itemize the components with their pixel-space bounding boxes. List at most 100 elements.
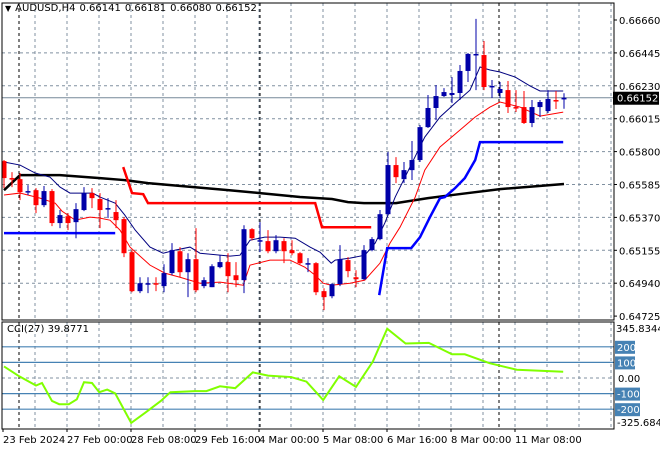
candle-bearish: [321, 291, 327, 298]
candle-bullish: [369, 239, 375, 251]
time-axis-label: 23 Feb 2024: [3, 435, 65, 446]
cci-pane-frame: [1, 321, 615, 430]
cci-level-box: [615, 403, 640, 417]
candle-bearish: [553, 100, 559, 102]
price-axis-label: 0.64940: [619, 279, 660, 290]
candle-bearish: [65, 216, 71, 224]
symbol-label: AUDUSD,H4: [15, 3, 76, 14]
candle-bearish: [521, 107, 527, 123]
candle-bullish: [361, 250, 367, 280]
candle-bearish: [289, 250, 295, 254]
candle-bullish: [25, 191, 31, 193]
cci-value: 39.8771: [47, 324, 89, 335]
candle-bearish: [249, 229, 255, 239]
candle-bullish: [257, 240, 263, 242]
candle-bullish: [201, 280, 207, 287]
candle-bullish: [537, 102, 543, 108]
candle-bullish: [217, 262, 223, 268]
time-axis-label: 4 Mar 00:00: [259, 435, 319, 446]
candle-bullish: [137, 283, 143, 292]
candle-bearish: [49, 191, 55, 224]
candle-bearish: [121, 219, 127, 254]
cci-zero-label: 0.00: [618, 374, 640, 385]
candle-bearish: [89, 193, 95, 199]
cci-level-label: -100: [617, 390, 640, 401]
price-axis-label: 0.66445: [619, 49, 660, 60]
candle-bullish: [497, 89, 503, 93]
open-value: 0.66141: [79, 3, 121, 14]
candle-bullish: [409, 160, 415, 171]
candle-bullish: [457, 70, 463, 93]
cci-level-box: [615, 387, 640, 401]
price-axis-label: 0.65585: [619, 181, 660, 192]
candle-bearish: [33, 190, 39, 206]
cci-level-box: [615, 356, 635, 370]
candle-bearish: [353, 277, 359, 280]
price-axis-label: 0.64725: [619, 312, 660, 323]
price-axis-label: 0.66230: [619, 82, 660, 93]
candle-bullish: [489, 85, 495, 88]
candle-bullish: [185, 259, 191, 273]
candle-bearish: [97, 199, 103, 211]
candle-bullish: [337, 259, 343, 285]
candle-bullish: [41, 191, 47, 206]
candle-bearish: [193, 259, 199, 291]
candle-bearish: [225, 262, 231, 277]
cci-level-box: [615, 340, 635, 354]
price-axis-label: 0.65370: [619, 213, 660, 224]
candle-bearish: [233, 275, 239, 281]
candle-bearish: [505, 90, 511, 108]
candle-bullish: [425, 107, 431, 128]
cci-axis-max: 345.8344: [616, 324, 660, 335]
main-pane-frame: [1, 2, 615, 321]
candle-bullish: [385, 165, 391, 215]
indicator-line-stop-red: [122, 166, 372, 229]
time-axis-label: 5 Mar 08:00: [323, 435, 383, 446]
triangle-down-icon[interactable]: ▼: [5, 4, 12, 13]
candle-bearish: [481, 55, 487, 88]
candle-bullish: [57, 215, 63, 224]
candle-bearish: [113, 212, 119, 221]
cci-line: [3, 327, 564, 425]
cci-indicator-label: CCI(27) 39.8771: [7, 324, 89, 335]
candle-bearish: [17, 179, 23, 193]
candle-bearish: [9, 178, 15, 180]
indicator-line-ma-long: [3, 173, 565, 205]
price-axis-label: 0.65155: [619, 246, 660, 257]
current-price-box: [613, 91, 659, 105]
candle-bearish: [513, 107, 519, 109]
candle-bearish: [393, 165, 399, 178]
candle-bullish: [561, 97, 567, 100]
price-axis-label: 0.65800: [619, 148, 660, 159]
candle-bullish: [169, 250, 175, 274]
indicator-line-stop-blue: [377, 140, 564, 296]
indicator-line-ma-lower: [3, 101, 564, 286]
candle-bearish: [177, 251, 183, 273]
candle-bullish: [449, 92, 455, 95]
candle-bearish: [297, 253, 303, 264]
candle-bullish: [273, 240, 279, 252]
candle-bullish: [161, 273, 167, 287]
candle-bullish: [401, 170, 407, 180]
candle-bullish: [305, 263, 311, 265]
price-axis-label: 0.66660: [619, 16, 660, 27]
candle-bearish: [265, 241, 271, 252]
cci-level-label: 200: [617, 343, 636, 354]
candle-bearish: [153, 283, 159, 285]
price-axis-label: 0.66015: [619, 115, 660, 126]
candle-bearish: [281, 241, 287, 252]
candle-bullish: [105, 208, 111, 210]
candle-bearish: [129, 252, 135, 292]
candle-bullish: [473, 53, 479, 56]
cci-name: CCI(27): [7, 324, 45, 335]
candle-bullish: [433, 96, 439, 108]
time-axis-label: 29 Feb 16:00: [195, 435, 261, 446]
time-axis-label: 11 Mar 08:00: [515, 435, 582, 446]
time-axis-label: 6 Mar 16:00: [387, 435, 447, 446]
time-axis-label: 27 Feb 00:00: [67, 435, 133, 446]
cci-axis-min: -325.6841: [617, 418, 660, 429]
current-price-label: 0.66152: [617, 94, 658, 105]
close-value: 0.66152: [215, 3, 257, 14]
high-value: 0.66181: [124, 3, 167, 14]
